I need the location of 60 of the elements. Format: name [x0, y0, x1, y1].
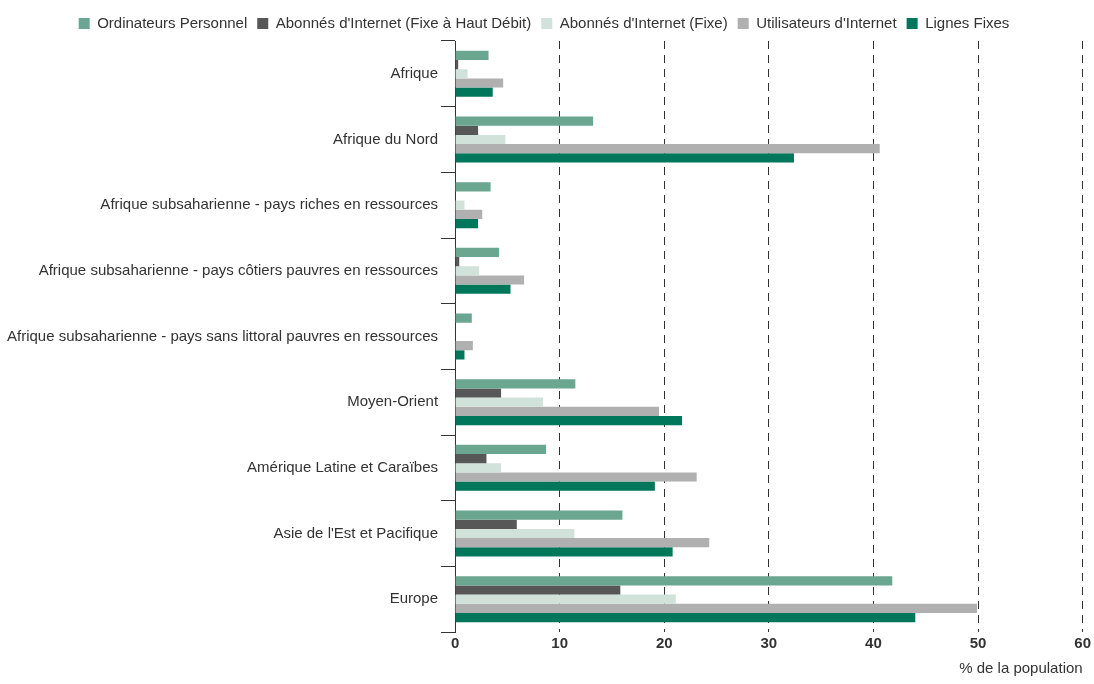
x-tick-label: 60 — [1074, 634, 1091, 652]
x-tick-label: 40 — [865, 634, 882, 652]
bar — [455, 125, 479, 135]
bar — [455, 182, 491, 192]
bar — [455, 275, 525, 285]
y-tick-label: Asie de l'Est et Pacifique — [273, 523, 439, 541]
bar — [455, 481, 655, 491]
bar — [455, 266, 480, 276]
y-tick-label: Afrique — [390, 63, 439, 81]
x-tick-label: 30 — [760, 634, 778, 652]
y-tick-label: Afrique subsaharienne - pays sans littoral pauvres en ressources — [7, 326, 439, 344]
bar — [455, 153, 794, 163]
bar — [455, 116, 594, 126]
y-tick-label: Afrique subsaharienne - pays côtiers pauvres en ressources — [38, 260, 439, 278]
bar — [455, 379, 576, 389]
x-axis-title: % de la population — [959, 659, 1083, 677]
bar — [455, 594, 676, 604]
bar — [455, 50, 489, 61]
bar — [455, 528, 575, 539]
bar — [455, 397, 543, 407]
legend-label: Lignes Fixes — [925, 13, 1010, 31]
x-tick-label: 10 — [551, 634, 568, 652]
x-tick-label: 0 — [450, 634, 460, 652]
bar — [455, 472, 697, 482]
y-tick-label: Afrique subsaharienne - pays riches en ressources — [100, 195, 439, 213]
bar — [455, 341, 473, 351]
bar — [455, 547, 673, 557]
bar — [455, 538, 710, 548]
bar — [455, 284, 511, 294]
bar — [455, 78, 504, 88]
bar — [455, 388, 502, 398]
bar — [455, 209, 483, 219]
bar — [455, 247, 499, 258]
legend-label: Abonnés d'Internet (Fixe à Haut Débit) — [275, 13, 532, 31]
x-tick-label: 50 — [969, 634, 987, 652]
bar — [455, 134, 506, 145]
bar — [455, 454, 487, 464]
bar — [455, 218, 479, 229]
legend-label: Abonnés d'Internet (Fixe) — [559, 13, 728, 31]
bar — [455, 69, 468, 79]
bar — [455, 576, 893, 586]
y-tick-label: Amérique Latine et Caraïbes — [247, 457, 439, 475]
x-tick-label: 20 — [655, 634, 673, 652]
bar — [455, 406, 660, 416]
y-tick-label: Afrique du Nord — [333, 129, 439, 147]
bar — [455, 463, 502, 473]
legend-label: Utilisateurs d'Internet — [756, 13, 898, 31]
bar — [455, 585, 621, 595]
bar — [455, 444, 547, 455]
bar — [455, 144, 880, 154]
bar — [455, 510, 623, 520]
bar — [455, 87, 493, 97]
bar — [455, 415, 683, 426]
y-tick-label: Moyen-Orient — [347, 392, 439, 410]
y-tick-label: Europe — [389, 589, 439, 607]
bar — [455, 313, 472, 323]
bar — [455, 603, 978, 613]
legend-label: Ordinateurs Personnel — [97, 13, 248, 31]
bar — [455, 612, 916, 623]
bar — [455, 519, 517, 529]
